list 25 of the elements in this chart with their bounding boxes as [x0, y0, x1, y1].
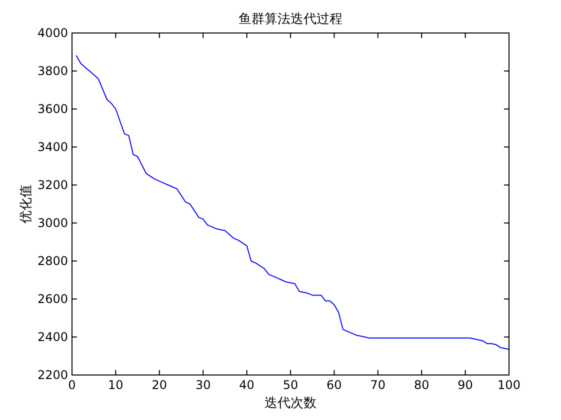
y-tick-label: 4000 [37, 26, 68, 40]
chart-title: 鱼群算法迭代过程 [238, 12, 342, 27]
y-tick-label: 3000 [37, 216, 68, 230]
x-tick-label: 100 [498, 378, 520, 392]
y-tick-label: 2200 [37, 368, 68, 382]
y-tick-label: 2600 [37, 292, 68, 306]
y-tick-label: 2800 [37, 254, 68, 268]
y-axis-title: 优化值 [19, 184, 34, 224]
x-tick-label: 80 [414, 378, 430, 392]
x-tick-label: 40 [239, 378, 254, 392]
x-tick-label: 70 [370, 378, 386, 392]
y-tick-label: 3600 [37, 102, 68, 116]
x-tick-label: 30 [195, 378, 211, 392]
x-tick-label: 50 [282, 378, 298, 392]
x-tick-label: 20 [152, 378, 168, 392]
y-tick-label: 3800 [37, 64, 68, 78]
y-tick-label: 3400 [37, 140, 68, 154]
y-tick-label: 3200 [37, 178, 68, 192]
line-series [76, 55, 510, 350]
x-tick-label: 0 [68, 378, 76, 392]
x-tick-label: 60 [326, 378, 342, 392]
y-tick-label: 2400 [37, 330, 68, 344]
x-axis-title: 迭代次数 [264, 396, 316, 411]
x-tick-label: 90 [458, 378, 473, 392]
x-tick-label: 10 [108, 378, 124, 392]
